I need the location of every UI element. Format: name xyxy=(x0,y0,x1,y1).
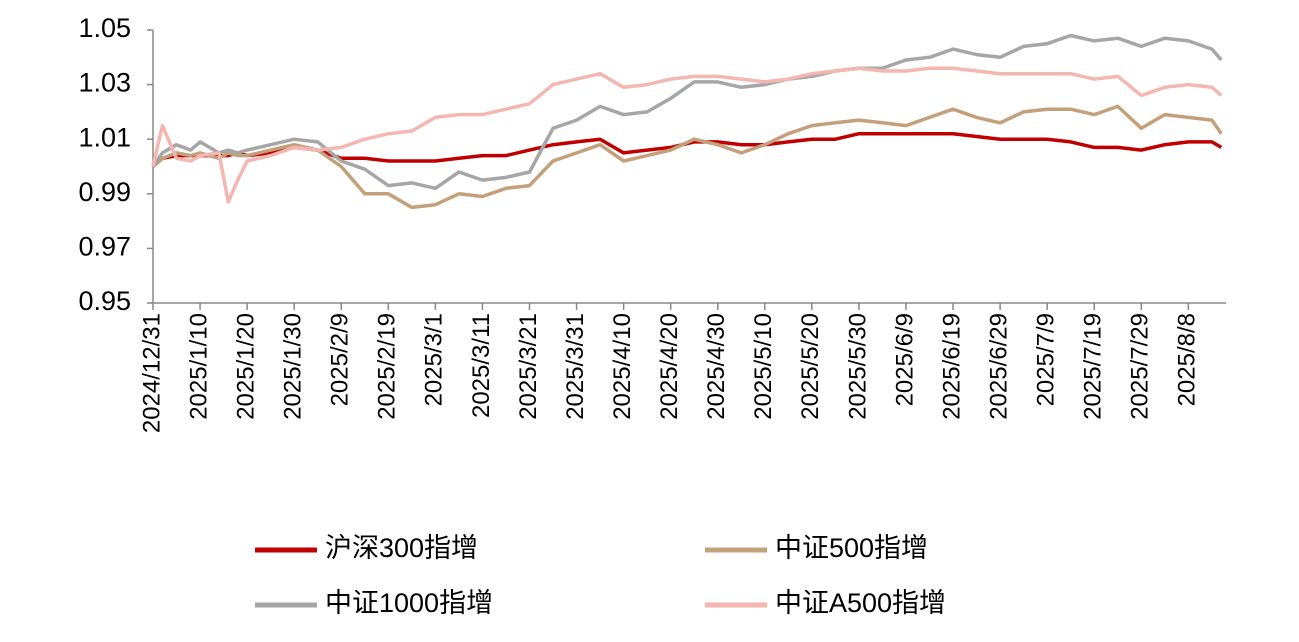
y-tick-label: 0.97 xyxy=(78,232,131,262)
series-line xyxy=(151,104,1223,210)
series-line xyxy=(151,66,1223,204)
y-tick-label: 1.05 xyxy=(78,13,131,43)
x-tick-label: 2025/4/10 xyxy=(609,313,636,420)
x-tick-label: 2025/7/9 xyxy=(1033,313,1060,406)
x-tick-label: 2025/5/30 xyxy=(844,313,871,420)
legend-label: 沪深300指增 xyxy=(325,533,478,563)
x-tick-label: 2024/12/31 xyxy=(138,313,165,433)
series-line xyxy=(151,33,1223,191)
x-tick-label: 2025/1/10 xyxy=(185,313,212,420)
x-tick-label: 2025/4/20 xyxy=(656,313,683,420)
x-tick-label: 2025/5/20 xyxy=(797,313,824,420)
x-tick-label: 2025/2/19 xyxy=(374,313,401,420)
x-tick-label: 2025/3/1 xyxy=(421,313,448,406)
y-tick-label: 0.95 xyxy=(78,286,131,316)
legend-label: 中证A500指增 xyxy=(775,588,946,618)
x-tick-label: 2025/6/9 xyxy=(891,313,918,406)
x-tick-label: 2025/6/29 xyxy=(985,313,1012,420)
y-tick-label: 1.03 xyxy=(78,68,131,98)
x-tick-label: 2025/3/11 xyxy=(468,313,495,418)
x-tick-label: 2025/1/30 xyxy=(280,313,307,420)
x-tick-label: 2025/7/29 xyxy=(1127,313,1154,420)
x-tick-label: 2025/2/9 xyxy=(327,313,354,406)
x-tick-label: 2025/5/10 xyxy=(750,313,777,420)
x-tick-label: 2025/8/8 xyxy=(1174,313,1201,406)
x-tick-label: 2025/4/30 xyxy=(703,313,730,420)
x-tick-label: 2025/7/19 xyxy=(1080,313,1107,420)
x-tick-label: 2025/6/19 xyxy=(938,313,965,420)
y-tick-label: 1.01 xyxy=(78,122,131,152)
legend-label: 中证1000指增 xyxy=(325,588,493,618)
y-tick-label: 0.99 xyxy=(78,177,131,207)
x-tick-label: 2025/3/21 xyxy=(515,313,542,420)
x-tick-label: 2025/1/20 xyxy=(232,313,259,420)
x-tick-label: 2025/3/31 xyxy=(562,313,589,420)
legend-label: 中证500指增 xyxy=(775,533,928,563)
